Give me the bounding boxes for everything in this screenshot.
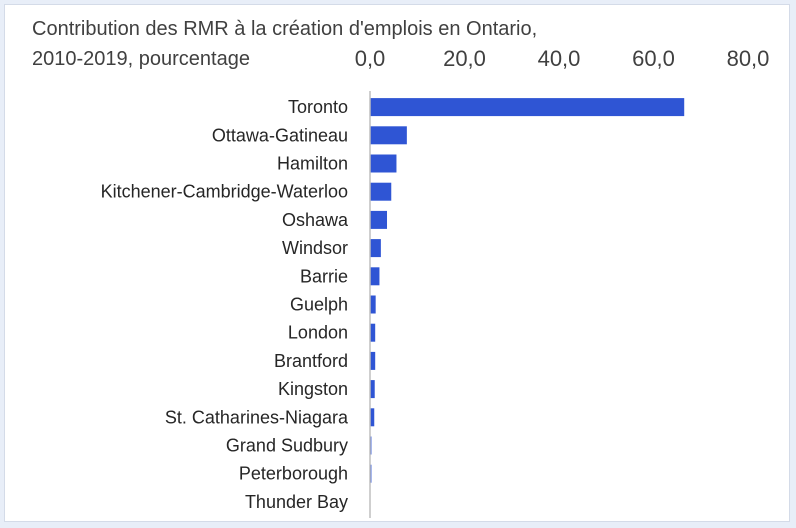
category-label: Guelph	[290, 295, 348, 315]
bar	[370, 295, 376, 314]
bar	[370, 267, 380, 286]
category-label: Windsor	[282, 238, 348, 258]
category-label: London	[288, 323, 348, 343]
x-tick-label: 40,0	[538, 46, 581, 71]
bar	[370, 239, 381, 258]
bar	[370, 210, 388, 229]
category-label: Peterborough	[239, 464, 348, 484]
category-label: Hamilton	[277, 154, 348, 174]
category-label: Kitchener-Cambridge-Waterloo	[101, 182, 348, 202]
category-label: Oshawa	[282, 210, 349, 230]
chart-frame	[4, 4, 790, 522]
x-tick-label: 80,0	[727, 46, 770, 71]
bar	[370, 182, 392, 201]
category-label: Grand Sudbury	[226, 436, 348, 456]
bar	[370, 98, 685, 117]
x-tick-label: 0,0	[355, 46, 386, 71]
category-label: Thunder Bay	[245, 492, 348, 512]
bar	[370, 126, 407, 145]
category-label: St. Catharines-Niagara	[165, 407, 349, 427]
category-label: Brantford	[274, 351, 348, 371]
bar	[370, 380, 375, 399]
category-label: Ottawa-Gatineau	[212, 125, 348, 145]
chart-title-line-2: 2010-2019, pourcentage	[32, 48, 250, 70]
x-axis-ticks: 0,0 20,0 40,0 60,0 80,0	[355, 46, 770, 71]
bar	[370, 154, 397, 173]
bar	[370, 323, 376, 342]
category-label: Toronto	[288, 97, 348, 117]
bar	[370, 408, 375, 427]
x-tick-label: 20,0	[443, 46, 486, 71]
bars	[370, 98, 685, 483]
category-label: Barrie	[300, 266, 348, 286]
category-label: Kingston	[278, 379, 348, 399]
category-labels: Toronto Ottawa-Gatineau Hamilton Kitchener-…	[101, 97, 349, 512]
bar	[370, 351, 376, 370]
x-tick-label: 60,0	[632, 46, 675, 71]
